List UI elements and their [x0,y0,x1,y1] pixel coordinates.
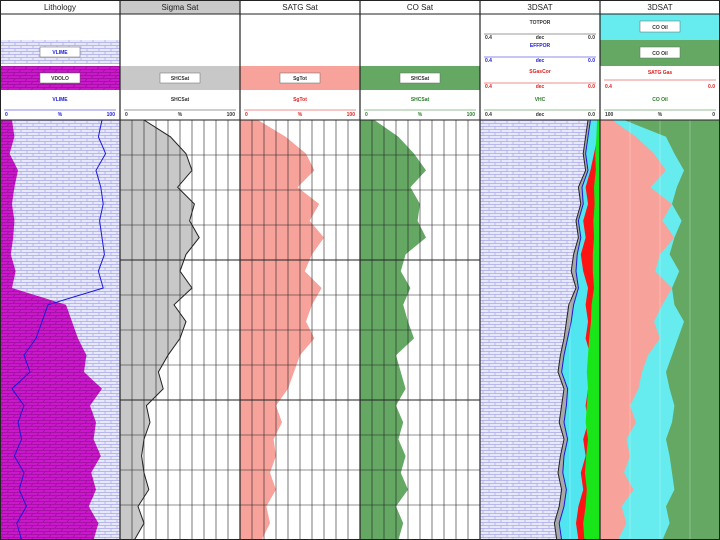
satg-header-sgtot-line: SgTot [293,97,307,103]
3dsat-right-satg-scale-max: 0.0 [708,84,715,90]
lith-header-vdolo: VDOLO [51,76,69,82]
co-header-shcsat: SHCSat [411,76,430,82]
satg-scale-max: 100 [347,112,356,118]
3dsat-row-vhc-min: 0.4 [485,112,492,118]
lith-header-vlime-line: VLIME [52,97,68,103]
3dsat-right-scale-min: 100 [605,112,614,118]
3dsat-row-sgascor-min: 0.4 [485,84,492,90]
track-title-3dsat-left: 3DSAT [527,3,552,12]
3dsat-row-vhc-name: VHC [535,97,546,103]
3dsat-row-sgascor-name: SGasCor [529,69,550,75]
3dsat-row-effpor-unit: dec [536,58,545,64]
3dsat-right-satg-area [600,120,675,540]
3dsat-row-totpor-max: 0.0 [588,35,595,41]
track-headers: VLIME VDOLO VLIME SHCSat SHCSat SgTot Sg… [0,14,720,118]
3dsat-right-header-cooil-line: CO Oil [652,97,668,103]
3dsat-row-effpor-min: 0.4 [485,58,492,64]
lith-scale-unit: % [58,112,63,118]
track-title-sigma-sat: Sigma Sat [162,3,200,12]
3dsat-totpor-curve [553,119,589,540]
sigma-scale-max: 100 [227,112,236,118]
satg-scale-min: 0 [245,112,248,118]
3dsat-row-totpor-unit: dec [536,35,545,41]
3dsat-row-sgascor-max: 0.0 [588,84,595,90]
track-grids [120,120,691,540]
sigma-header-shcsat: SHCSat [171,76,190,82]
3dsat-right-scale-unit: % [658,112,663,118]
3dsat-left-header: TOTPOR 0.4 dec 0.0 EFFPOR 0.4 dec 0.0 SG… [484,20,596,118]
3dsat-vhc-area [583,120,600,540]
sigma-scale-min: 0 [125,112,128,118]
sigma-header-shcsat-line: SHCSat [171,97,190,103]
co-scale-unit: % [418,112,423,118]
co-scale-min: 0 [365,112,368,118]
sigma-scale-unit: % [178,112,183,118]
track-title-3dsat-right: 3DSAT [647,3,672,12]
3dsat-right-header-satg: SATG Gas [648,70,673,76]
3dsat-effpor-curve [558,119,591,540]
sigma-title-bg [120,0,240,14]
3dsat-row-effpor-name: EFFPOR [530,43,551,49]
3dsat-right-header-cooil-1: CO Oil [652,25,668,31]
lith-header-vlime: VLIME [52,50,68,56]
3dsat-right-header-cooil-2: CO Oil [652,51,668,57]
track-title-lithology: Lithology [44,3,76,12]
lith-scale-max: 100 [107,112,116,118]
3dsat-right-satg-scale: 0.4 [605,84,612,90]
3dsat-row-effpor-max: 0.0 [588,58,595,64]
lith-vdolo-area [0,120,102,540]
co-scale-max: 100 [467,112,476,118]
lith-vlime-curve [11,119,107,540]
satg-scale-unit: % [298,112,303,118]
3dsat-row-vhc-unit: dec [536,112,545,118]
3dsat-row-totpor-min: 0.4 [485,35,492,41]
track-titles: Lithology Sigma Sat SATG Sat CO Sat 3DSA… [44,0,673,14]
scale-rows: 0 % 100 0 % 100 0 % 100 0 % 100 100 % 0 [4,109,715,118]
track-title-co-sat: CO Sat [407,3,434,12]
3dsat-row-vhc-max: 0.0 [588,112,595,118]
track-title-satg-sat: SATG Sat [282,3,318,12]
3dsat-row-sgascor-unit: dec [536,84,545,90]
co-header-shcsat-line: SHCSat [411,97,430,103]
3dsat-row-totpor-name: TOTPOR [530,20,551,26]
3dsat-right-scale-max: 0 [712,112,715,118]
lith-scale-min: 0 [5,112,8,118]
satg-header-sgtot: SgTot [293,76,307,82]
